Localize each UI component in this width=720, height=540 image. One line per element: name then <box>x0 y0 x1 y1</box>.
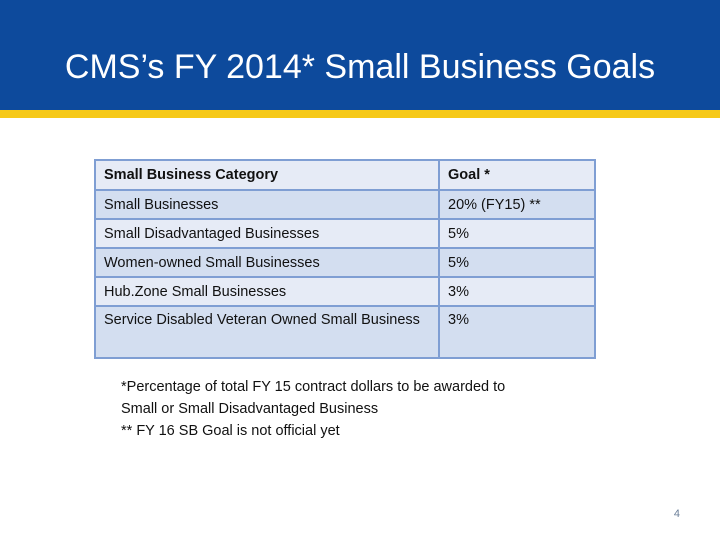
title-bar: CMS’s FY 2014* Small Business Goals <box>0 0 720 110</box>
goal-cell: 5% <box>438 247 596 278</box>
footnotes: *Percentage of total FY 15 contract doll… <box>121 376 505 442</box>
goal-cell: 3% <box>438 305 596 359</box>
footnote-line: Small or Small Disadvantaged Business <box>121 401 379 417</box>
category-cell: Hub.Zone Small Businesses <box>94 276 440 307</box>
accent-stripe <box>0 110 720 118</box>
category-cell: Small Businesses <box>94 189 440 220</box>
category-cell: Service Disabled Veteran Owned Small Bus… <box>94 305 440 359</box>
table-row: Small Disadvantaged Businesses 5% <box>94 218 596 249</box>
goal-cell: 3% <box>438 276 596 307</box>
page-number: 4 <box>673 508 680 520</box>
column-header-category: Small Business Category <box>94 159 440 191</box>
table-row: Hub.Zone Small Businesses 3% <box>94 276 596 307</box>
table-row: Small Businesses 20% (FY15) ** <box>94 189 596 220</box>
footnote-line: ** FY 16 SB Goal is not official yet <box>121 423 340 439</box>
goal-cell: 20% (FY15) ** <box>438 189 596 220</box>
column-header-goal: Goal * <box>438 159 596 191</box>
table-row: Women-owned Small Businesses 5% <box>94 247 596 278</box>
small-business-goals-table: Small Business Category Goal * Small Bus… <box>94 159 596 359</box>
footnote-line: *Percentage of total FY 15 contract doll… <box>121 379 506 395</box>
slide-title: CMS’s FY 2014* Small Business Goals <box>64 48 656 86</box>
goal-cell: 5% <box>438 218 596 249</box>
category-cell: Small Disadvantaged Businesses <box>94 218 440 249</box>
table-row: Service Disabled Veteran Owned Small Bus… <box>94 305 596 359</box>
table-header-row: Small Business Category Goal * <box>94 159 596 191</box>
category-cell: Women-owned Small Businesses <box>94 247 440 278</box>
